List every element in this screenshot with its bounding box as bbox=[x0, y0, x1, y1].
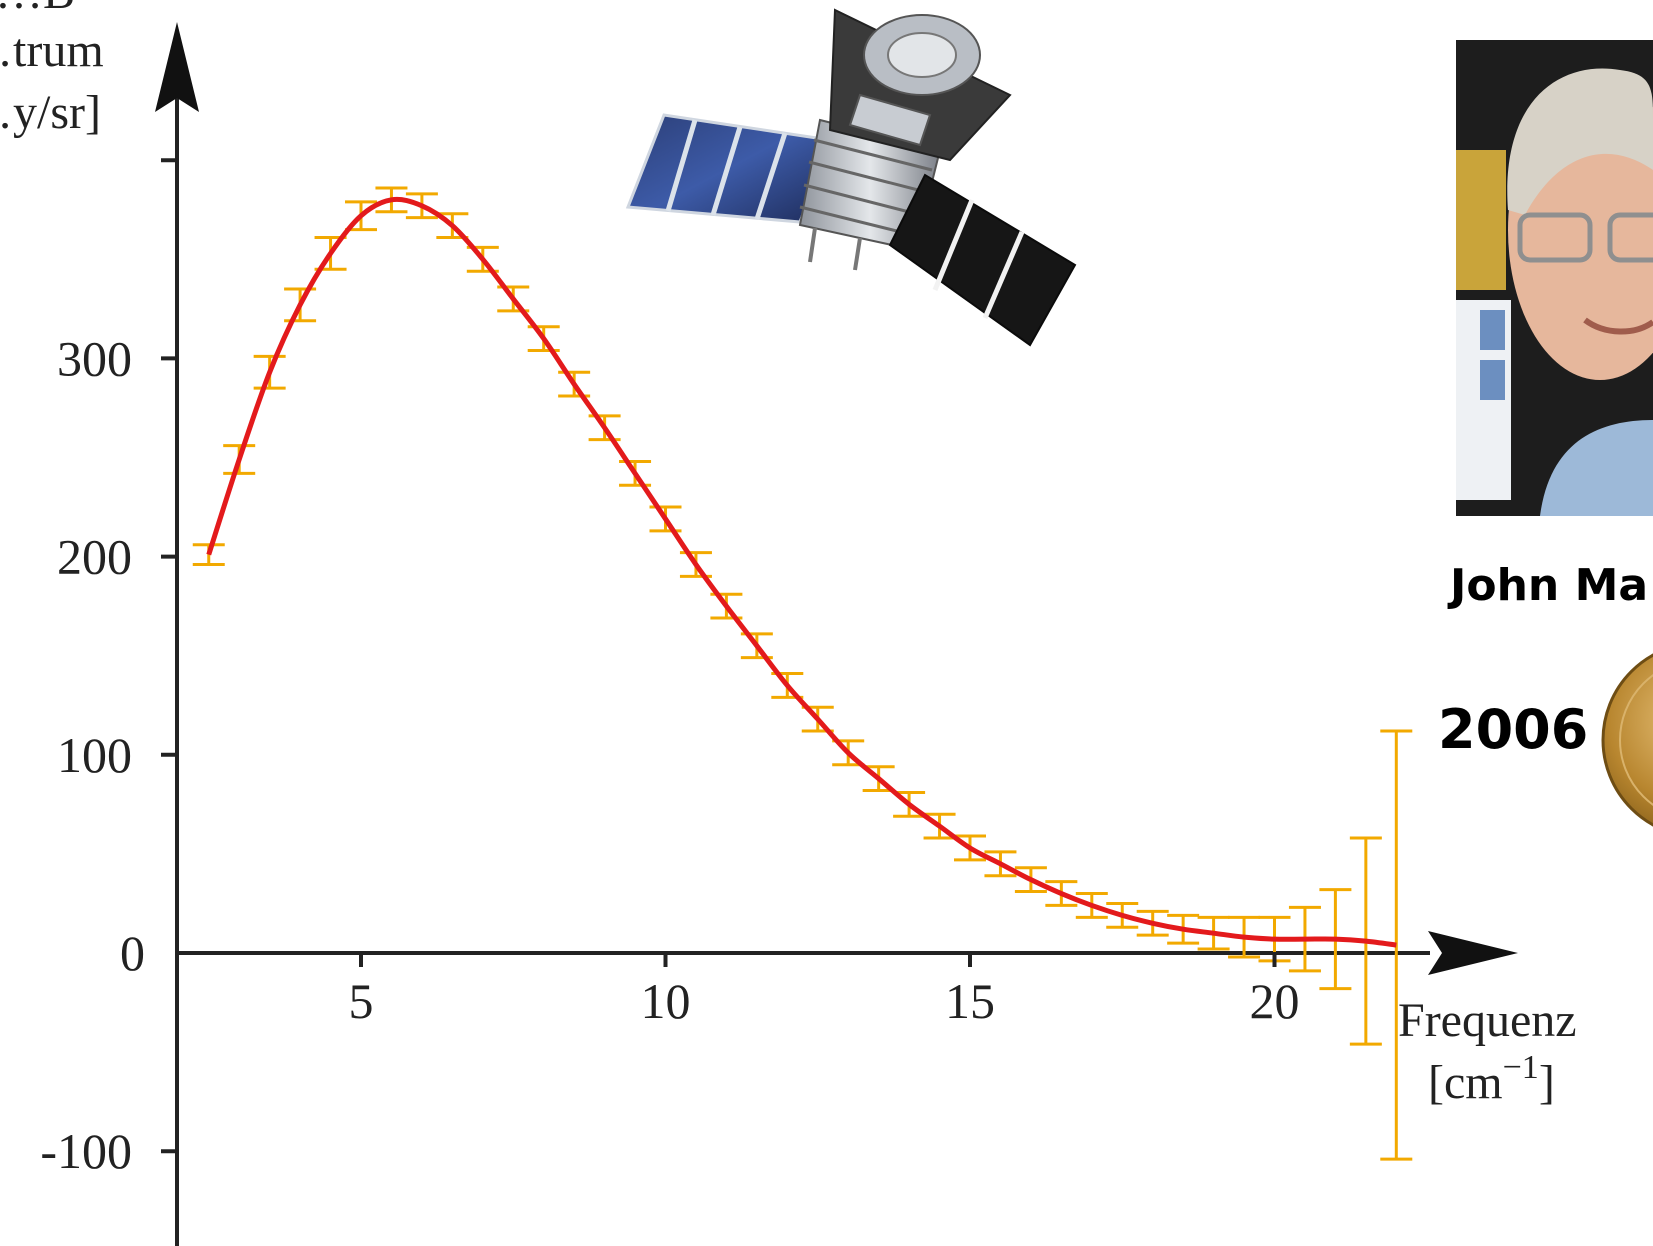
x-axis-label-exponent: −1 bbox=[1503, 1049, 1539, 1086]
portrait-photo bbox=[1456, 40, 1653, 516]
ticks: 5 10 15 20 -100 0 100 200 300 bbox=[40, 158, 1300, 1179]
series bbox=[206, 196, 1397, 948]
person-name: John Ma bbox=[1450, 560, 1649, 611]
gold-medal bbox=[1601, 653, 1653, 827]
y-axis-label-line-2: …y/sr] bbox=[0, 86, 101, 139]
error-bars bbox=[192, 186, 1413, 1161]
x-axis-label-unit: [cm bbox=[1428, 1056, 1503, 1109]
y-axis-arrow bbox=[155, 22, 199, 112]
x-axis-label: Frequenz [cm−1] bbox=[1398, 994, 1577, 1109]
y-tick-label: 100 bbox=[57, 727, 132, 783]
x-axis-label-line-1: Frequenz bbox=[1398, 994, 1577, 1047]
x-tick-label: 5 bbox=[349, 973, 374, 1029]
x-axis-label-bracket: ] bbox=[1539, 1056, 1555, 1109]
x-tick-label: 15 bbox=[945, 973, 995, 1029]
x-tick-label: 20 bbox=[1250, 973, 1300, 1029]
solar-panel-left bbox=[625, 113, 833, 224]
y-tick-label: 200 bbox=[57, 529, 132, 585]
award-year: 2006 bbox=[1438, 698, 1589, 761]
y-tick-label: -100 bbox=[40, 1123, 132, 1179]
conical-shield bbox=[828, 8, 1012, 162]
x-axis-label-line-2: [cm−1] bbox=[1428, 1049, 1555, 1109]
y-axis-label-fragment: …B bbox=[0, 0, 75, 19]
x-axis-arrow bbox=[1428, 931, 1518, 975]
y-axis-label: …B …trum …y/sr] bbox=[0, 0, 104, 139]
series-line bbox=[206, 196, 1397, 948]
y-tick-label: 0 bbox=[120, 925, 145, 981]
satellite-illustration bbox=[625, 8, 1077, 347]
y-tick-label: 300 bbox=[57, 330, 132, 386]
x-tick-label: 10 bbox=[641, 973, 691, 1029]
y-axis-label-line-1: …trum bbox=[0, 24, 104, 77]
axes bbox=[155, 22, 1518, 1246]
solar-panel-right bbox=[888, 173, 1077, 347]
